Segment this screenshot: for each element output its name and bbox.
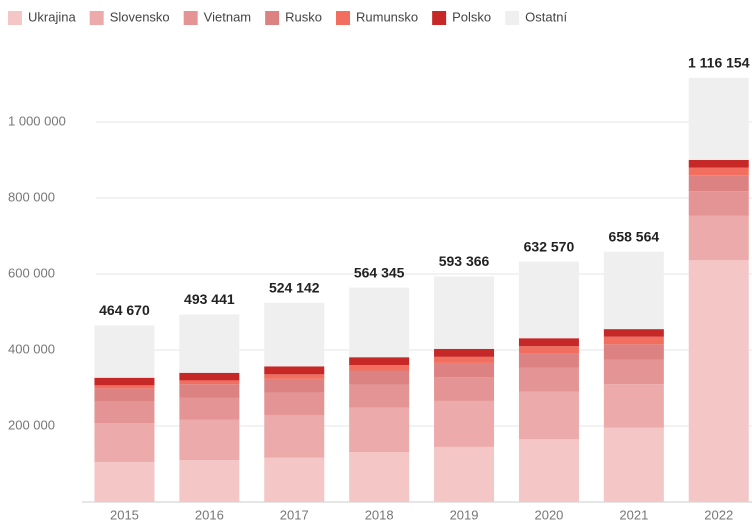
- x-tick-label: 2020: [534, 507, 563, 522]
- legend-swatch: [8, 11, 22, 25]
- x-tick-label: 2019: [450, 507, 479, 522]
- legend-label: Slovensko: [110, 9, 170, 24]
- legend-swatch: [89, 11, 104, 25]
- bar-segment: [688, 167, 749, 176]
- y-tick-label: 600 000: [8, 265, 55, 280]
- bar-segment: [518, 439, 579, 502]
- bar-segment: [434, 348, 495, 357]
- bar-segment: [518, 261, 579, 339]
- total-label: 524 142: [269, 280, 320, 296]
- bar-segment: [179, 397, 240, 420]
- bar-segment: [603, 427, 664, 502]
- bar-segment: [94, 385, 155, 389]
- bar-segment: [179, 314, 240, 373]
- legend-swatch: [505, 11, 520, 25]
- bar-segment: [688, 160, 749, 168]
- bar-segment: [603, 336, 664, 345]
- total-label: 658 564: [609, 228, 660, 244]
- bar-segment: [434, 377, 495, 401]
- bar-segment: [434, 400, 495, 447]
- bar-segment: [603, 359, 664, 385]
- legend-swatch: [183, 11, 198, 25]
- bar-segment: [264, 302, 325, 367]
- x-tick-label: 2016: [195, 507, 224, 522]
- bar-segment: [349, 370, 410, 385]
- bar-segment: [349, 452, 410, 502]
- y-tick-label: 800 000: [8, 189, 55, 204]
- bar-segment: [688, 215, 749, 261]
- bar-segment: [434, 356, 495, 363]
- bar-segment: [688, 260, 749, 502]
- bar-segment: [179, 372, 240, 381]
- x-tick-label: 2022: [704, 507, 733, 522]
- total-label: 564 345: [354, 264, 405, 280]
- x-tick-label: 2017: [280, 507, 309, 522]
- x-tick-label: 2021: [619, 507, 648, 522]
- bar-segment: [434, 446, 495, 502]
- bar-segment: [94, 388, 155, 402]
- bar-segment: [179, 384, 240, 398]
- bar-segment: [518, 367, 579, 392]
- bar-segment: [518, 391, 579, 440]
- legend-label: Vietnam: [204, 9, 251, 24]
- y-tick-label: 1 000 000: [8, 113, 66, 128]
- bar-segment: [349, 384, 410, 408]
- bar-segment: [264, 374, 325, 379]
- bar-segment: [688, 77, 749, 160]
- bar-segment: [518, 338, 579, 347]
- bar-segment: [603, 344, 664, 360]
- legend-label: Polsko: [452, 9, 491, 24]
- bar-segment: [349, 407, 410, 453]
- y-tick-label: 400 000: [8, 341, 55, 356]
- total-label: 493 441: [184, 291, 235, 307]
- bar-segment: [94, 401, 155, 424]
- bar-segment: [603, 251, 664, 330]
- x-tick-label: 2015: [110, 507, 139, 522]
- bar-segment: [179, 460, 240, 502]
- legend-swatch: [265, 11, 280, 25]
- bar-segment: [264, 378, 325, 393]
- legend-swatch: [336, 11, 350, 25]
- bar-segment: [264, 414, 325, 458]
- legend-label: Rumunsko: [356, 9, 418, 24]
- x-tick-label: 2018: [365, 507, 394, 522]
- bar-segment: [688, 191, 749, 216]
- legend-swatch: [432, 11, 447, 25]
- bar-segment: [349, 357, 410, 366]
- bar-segment: [603, 384, 664, 428]
- bar-segment: [94, 377, 155, 386]
- bar-segment: [94, 462, 155, 502]
- bar-segment: [264, 392, 325, 415]
- bar-segment: [94, 423, 155, 463]
- bar-segment: [179, 419, 240, 461]
- bar-segment: [688, 175, 749, 192]
- legend-label: Ostatní: [525, 9, 567, 24]
- bar-segment: [434, 276, 495, 349]
- total-label: 593 366: [439, 253, 490, 269]
- bar-segment: [434, 362, 495, 378]
- total-label: 1 116 154: [688, 55, 750, 71]
- bar-segment: [94, 325, 155, 378]
- bar-segment: [603, 329, 664, 337]
- bar-segment: [264, 366, 325, 375]
- bar-segment: [264, 457, 325, 502]
- legend-label: Ukrajina: [28, 9, 76, 24]
- total-label: 464 670: [99, 302, 150, 318]
- legend-label: Rusko: [285, 9, 322, 24]
- bar-segment: [179, 380, 240, 385]
- bar-segment: [349, 365, 410, 371]
- total-label: 632 570: [524, 238, 575, 254]
- bar-segment: [518, 353, 579, 368]
- y-tick-label: 200 000: [8, 417, 55, 432]
- bar-segment: [518, 346, 579, 354]
- bar-segment: [349, 287, 410, 358]
